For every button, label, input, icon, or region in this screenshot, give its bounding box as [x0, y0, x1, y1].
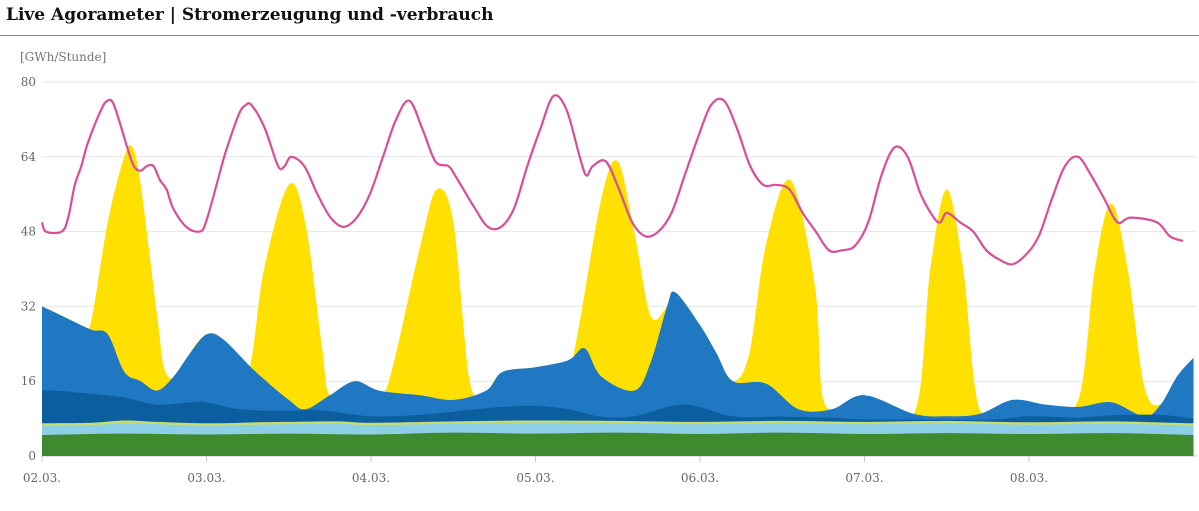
area-solar — [42, 145, 1194, 456]
y-tick-label: 80 — [21, 75, 36, 89]
x-tick-label: 06.03. — [681, 471, 719, 485]
page-header: Live Agorameter | Stromerzeugung und -ve… — [0, 0, 1199, 36]
y-tick-label: 0 — [28, 449, 36, 463]
page-title: Live Agorameter | Stromerzeugung und -ve… — [6, 5, 494, 25]
x-tick-label: 03.03. — [187, 471, 225, 485]
x-tick-label: 04.03. — [352, 471, 390, 485]
y-axis-unit-label: [GWh/Stunde] — [20, 50, 106, 64]
x-tick-label: 02.03. — [23, 471, 61, 485]
x-tick-label: 08.03. — [1010, 471, 1048, 485]
chart-areas — [42, 145, 1194, 456]
y-tick-label: 16 — [21, 374, 36, 388]
y-tick-label: 48 — [21, 225, 36, 239]
chart-line — [40, 94, 1184, 266]
consumption-line — [40, 94, 1184, 266]
y-tick-label: 64 — [21, 150, 37, 164]
y-tick-label: 32 — [21, 299, 36, 313]
area-base — [42, 432, 1194, 456]
x-tick-label: 05.03. — [516, 471, 554, 485]
x-tick-label: 07.03. — [845, 471, 883, 485]
chart-axes: 0 16 32 48 64 80 02.03. 03.03. 04.03. 05.03. 06.03… — [21, 75, 1048, 485]
